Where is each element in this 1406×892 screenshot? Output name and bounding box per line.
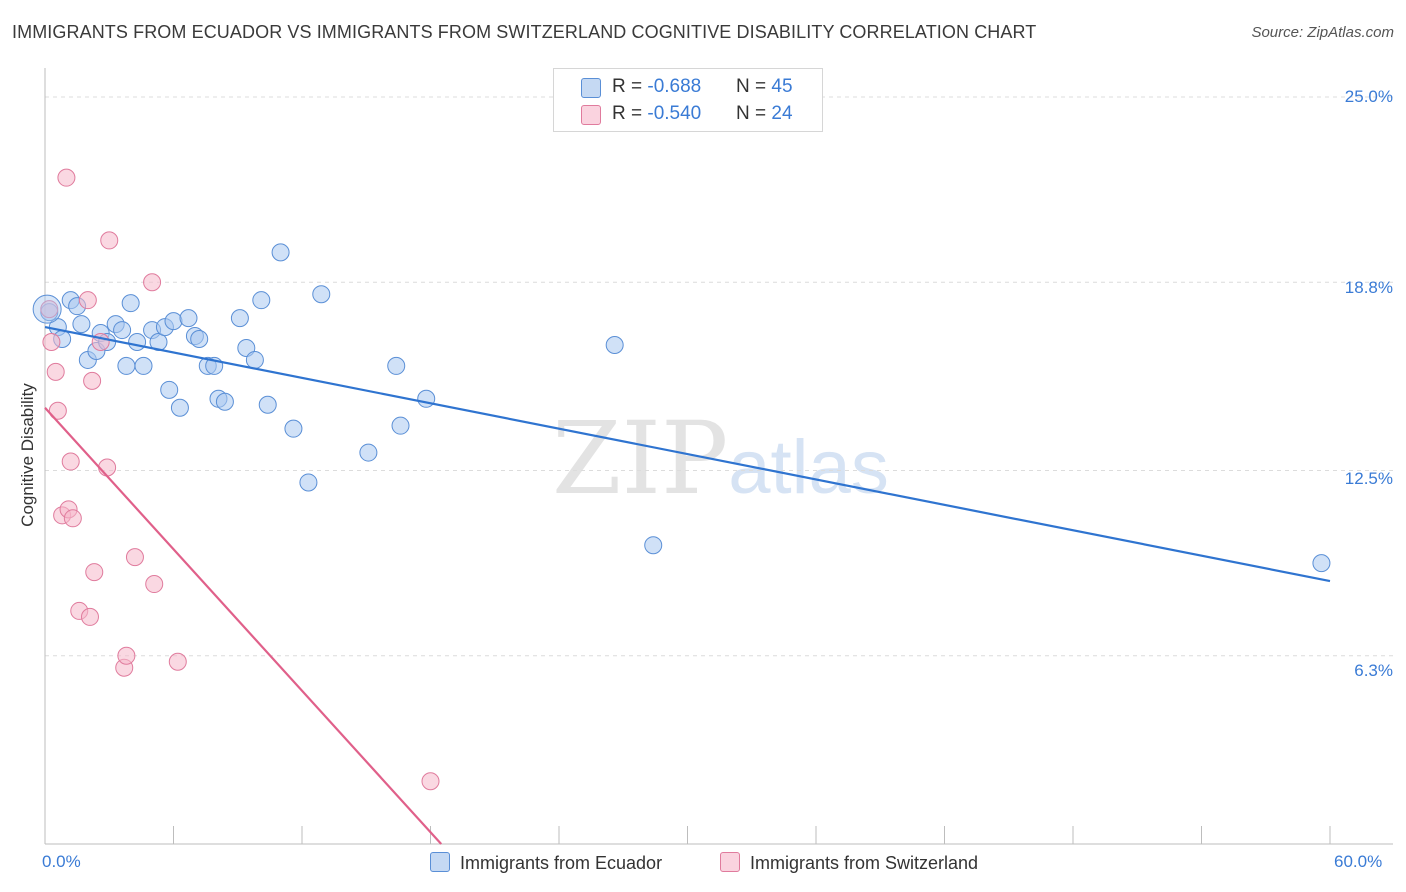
r-value: -0.688 (647, 76, 702, 97)
correlation-legend: R = -0.688 N = 45 R = -0.540 N = 24 (553, 68, 823, 132)
legend-r: R = -0.688 (612, 76, 701, 98)
data-point-ecuador (128, 333, 147, 352)
chart-title: IMMIGRANTS FROM ECUADOR VS IMMIGRANTS FR… (12, 22, 1037, 42)
data-point-switzerland (83, 371, 102, 390)
r-label: R = (612, 103, 648, 124)
data-point-ecuador (134, 356, 153, 375)
y-axis-label: Cognitive Disability (18, 383, 37, 527)
data-point-switzerland (78, 291, 97, 310)
data-point-switzerland (48, 401, 67, 420)
data-point-ecuador (605, 336, 624, 355)
trend-line-switzerland (44, 407, 443, 845)
legend-label-switzerland: Immigrants from Switzerland (750, 853, 979, 873)
r-label: R = (612, 76, 648, 97)
data-point-ecuador (284, 419, 303, 438)
data-point-ecuador (121, 294, 140, 313)
data-point-ecuador (113, 321, 132, 340)
legend-swatch-ecuador (581, 78, 601, 98)
data-point-ecuador (312, 285, 331, 304)
legend-n: N = 45 (736, 76, 793, 98)
y-tick-label: 12.5% (1344, 469, 1393, 488)
data-point-switzerland (100, 231, 119, 250)
data-point-cluster (32, 294, 62, 324)
data-point-switzerland (125, 548, 144, 567)
data-point-switzerland (40, 300, 59, 319)
data-point-ecuador (258, 395, 277, 414)
legend-row-ecuador: R = -0.688 N = 45 (554, 73, 822, 101)
data-point-ecuador (160, 380, 179, 399)
data-point-switzerland (63, 509, 82, 528)
data-point-switzerland (46, 362, 65, 381)
legend-label-ecuador: Immigrants from Ecuador (460, 853, 663, 873)
data-point-switzerland (421, 772, 440, 791)
source-credit: Source: ZipAtlas.com (1251, 24, 1394, 41)
data-point-ecuador (299, 473, 318, 492)
legend-r: R = -0.540 (612, 103, 701, 125)
data-point-ecuador (164, 312, 183, 331)
data-point-switzerland (168, 652, 187, 671)
data-point-ecuador (117, 356, 136, 375)
data-point-switzerland (57, 168, 76, 187)
legend-swatch-switzerland (581, 105, 601, 125)
data-point-ecuador (417, 389, 436, 408)
data-point-switzerland (117, 646, 136, 665)
r-value: -0.540 (647, 103, 702, 124)
y-tick-label: 25.0% (1344, 87, 1393, 106)
data-point-ecuador (170, 398, 189, 417)
trend-line-ecuador (44, 325, 1331, 583)
data-point-ecuador (179, 309, 198, 328)
legend-n: N = 24 (736, 103, 793, 125)
n-value: 24 (771, 103, 793, 124)
data-point-ecuador (215, 392, 234, 411)
data-point-switzerland (42, 333, 61, 352)
data-point-switzerland (98, 458, 117, 477)
data-point-ecuador (644, 536, 663, 555)
legend-row-switzerland: R = -0.540 N = 24 (554, 100, 822, 128)
data-point-ecuador (387, 356, 406, 375)
data-point-ecuador (190, 330, 209, 349)
data-point-ecuador (1312, 554, 1331, 573)
x-tick-label: 60.0% (1334, 852, 1383, 871)
legend-item-switzerland: Immigrants from Switzerland (720, 852, 978, 874)
data-point-switzerland (143, 273, 162, 292)
data-point-ecuador (391, 416, 410, 435)
n-label: N = (736, 103, 772, 124)
y-tick-label: 6.3% (1354, 661, 1393, 680)
data-point-switzerland (85, 563, 104, 582)
data-point-ecuador (230, 309, 249, 328)
legend-swatch-ecuador (430, 852, 450, 872)
data-point-ecuador (72, 315, 91, 334)
x-tick-label: 0.0% (42, 852, 81, 871)
data-point-ecuador (359, 443, 378, 462)
data-point-ecuador (271, 243, 290, 262)
data-point-switzerland (145, 575, 164, 594)
data-point-switzerland (80, 607, 99, 626)
legend-item-ecuador: Immigrants from Ecuador (430, 852, 662, 874)
n-label: N = (736, 76, 772, 97)
data-point-ecuador (252, 291, 271, 310)
y-tick-label: 18.8% (1344, 278, 1393, 297)
n-value: 45 (771, 76, 793, 97)
data-point-ecuador (245, 350, 264, 369)
legend-swatch-switzerland (720, 852, 740, 872)
data-point-switzerland (61, 452, 80, 471)
